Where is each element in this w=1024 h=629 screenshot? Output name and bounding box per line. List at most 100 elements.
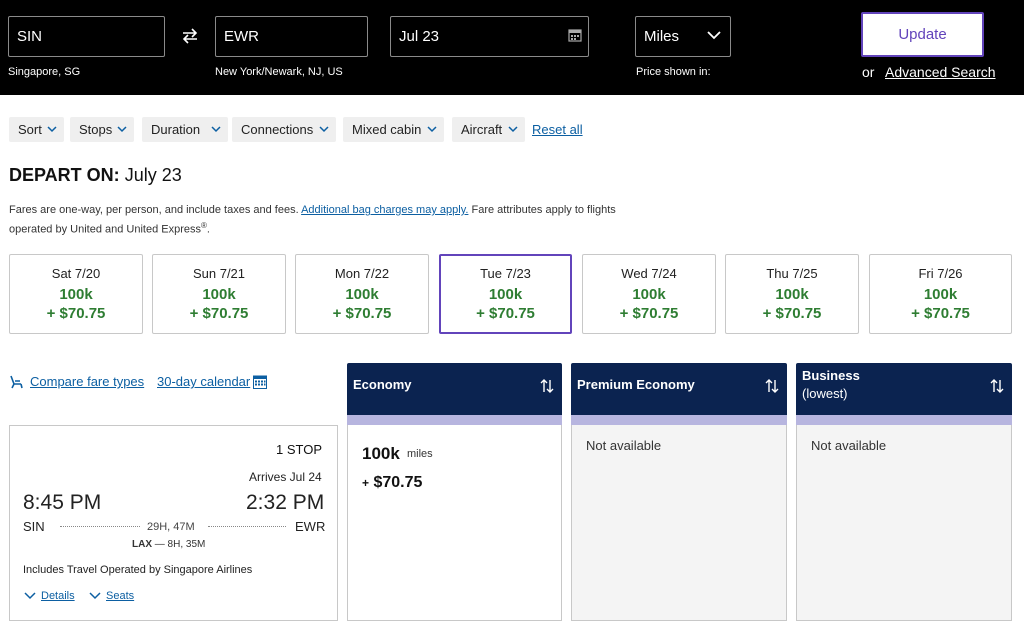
date-card-sun[interactable]: Sun 7/21 100k + $70.75 bbox=[152, 254, 286, 334]
date-tax: + $70.75 bbox=[619, 305, 679, 322]
origin-input[interactable]: SIN bbox=[8, 16, 165, 57]
filter-aircraft[interactable]: Aircraft bbox=[452, 117, 525, 142]
date-card-tue-selected[interactable]: Tue 7/23 100k + $70.75 bbox=[439, 254, 572, 334]
chevron-down-icon bbox=[707, 31, 721, 40]
business-sublabel: (lowest) bbox=[802, 386, 848, 401]
date-input[interactable]: Jul 23 bbox=[390, 16, 589, 57]
arrive-time: 2:32 PM bbox=[246, 491, 325, 514]
chevron-down-icon bbox=[508, 126, 518, 133]
date-tax: + $70.75 bbox=[911, 305, 970, 322]
flight-card bbox=[9, 425, 338, 621]
sort-icon[interactable] bbox=[765, 378, 779, 394]
business-label: Business bbox=[802, 368, 860, 383]
filter-sort[interactable]: Sort bbox=[9, 117, 64, 142]
economy-miles: 100k bbox=[362, 444, 400, 463]
filter-connections[interactable]: Connections bbox=[232, 117, 336, 142]
bag-charges-link[interactable]: Additional bag charges may apply. bbox=[301, 204, 469, 216]
business-header[interactable]: Business (lowest) bbox=[796, 363, 1012, 415]
date-miles: 100k bbox=[632, 286, 666, 303]
sort-icon[interactable] bbox=[990, 378, 1004, 394]
premium-economy-band bbox=[571, 415, 787, 425]
filter-label: Stops bbox=[79, 122, 113, 137]
date-label: Thu 7/25 bbox=[766, 266, 818, 281]
date-tax: + $70.75 bbox=[762, 305, 822, 322]
details-link[interactable]: Details bbox=[41, 590, 75, 602]
or-label: or bbox=[862, 64, 875, 80]
price-shown-label: Price shown in: bbox=[636, 66, 711, 78]
operated-by: Includes Travel Operated by Singapore Ai… bbox=[23, 564, 253, 576]
filter-mixed-cabin[interactable]: Mixed cabin bbox=[343, 117, 444, 142]
date-card-thu[interactable]: Thu 7/25 100k + $70.75 bbox=[725, 254, 859, 334]
advanced-search-link[interactable]: Advanced Search bbox=[885, 64, 996, 80]
date-card-fri[interactable]: Fri 7/26 100k + $70.75 bbox=[869, 254, 1012, 334]
premium-economy-fare-cell bbox=[571, 425, 787, 621]
date-label: Fri 7/26 bbox=[918, 266, 963, 281]
filter-duration[interactable]: Duration bbox=[142, 117, 228, 142]
compare-fare-types-link[interactable]: Compare fare types bbox=[30, 374, 145, 389]
currency-select[interactable]: Miles bbox=[635, 16, 731, 57]
date-miles: 100k bbox=[202, 286, 236, 303]
sort-icon[interactable] bbox=[540, 378, 554, 394]
depart-time: 8:45 PM bbox=[23, 491, 102, 514]
date-label: Tue 7/23 bbox=[480, 266, 531, 281]
calendar-grid-icon[interactable] bbox=[253, 375, 267, 389]
premium-economy-status: Not available bbox=[586, 438, 662, 453]
destination-input[interactable]: EWR bbox=[215, 16, 368, 57]
business-band bbox=[796, 415, 1012, 425]
premium-economy-header[interactable]: Premium Economy bbox=[571, 363, 787, 415]
chevron-down-icon bbox=[211, 126, 221, 133]
swap-icon[interactable] bbox=[180, 26, 200, 46]
date-tax: + $70.75 bbox=[476, 305, 535, 322]
reset-all-link[interactable]: Reset all bbox=[532, 122, 583, 137]
seat-icon bbox=[10, 375, 23, 389]
route-line-right bbox=[208, 526, 286, 527]
depart-prefix: DEPART ON: bbox=[9, 165, 120, 185]
route-line-left bbox=[60, 526, 140, 527]
filter-stops[interactable]: Stops bbox=[70, 117, 134, 142]
chevron-down-icon bbox=[47, 126, 57, 133]
date-label: Mon 7/22 bbox=[334, 266, 390, 281]
destination-value: EWR bbox=[224, 28, 259, 45]
filter-label: Sort bbox=[18, 122, 42, 137]
economy-fare-cell[interactable] bbox=[347, 425, 562, 621]
chevron-down-icon bbox=[89, 592, 101, 600]
economy-miles-unit: miles bbox=[407, 448, 433, 460]
disclaimer-text: Fares are one-way, per person, and inclu… bbox=[9, 204, 299, 216]
filter-label: Aircraft bbox=[461, 122, 503, 137]
date-value: Jul 23 bbox=[399, 28, 440, 45]
origin-city: Singapore, SG bbox=[8, 66, 81, 78]
arrives-date: Arrives Jul 24 bbox=[249, 470, 322, 484]
date-card-sat[interactable]: Sat 7/20 100k + $70.75 bbox=[9, 254, 143, 334]
currency-value: Miles bbox=[644, 28, 680, 45]
registered-mark: ® bbox=[201, 221, 207, 230]
flight-duration: 29H, 47M bbox=[147, 521, 195, 533]
date-miles: 100k bbox=[345, 286, 379, 303]
chevron-down-icon bbox=[117, 126, 127, 133]
date-card-mon[interactable]: Mon 7/22 100k + $70.75 bbox=[295, 254, 429, 334]
premium-economy-label: Premium Economy bbox=[577, 377, 695, 392]
seats-link[interactable]: Seats bbox=[106, 590, 135, 602]
date-label: Sat 7/20 bbox=[51, 266, 101, 281]
date-miles: 100k bbox=[488, 286, 523, 303]
depart-date: July 23 bbox=[124, 165, 182, 185]
date-card-wed[interactable]: Wed 7/24 100k + $70.75 bbox=[582, 254, 716, 334]
economy-fee: + $70.75 bbox=[362, 474, 422, 492]
filter-label: Mixed cabin bbox=[352, 122, 422, 137]
date-miles: 100k bbox=[775, 286, 809, 303]
layover-info: LAX — 8H, 35M bbox=[132, 539, 205, 550]
calendar-icon[interactable] bbox=[568, 28, 582, 42]
economy-band bbox=[347, 415, 562, 425]
economy-header[interactable]: Economy bbox=[347, 363, 562, 415]
chevron-down-icon bbox=[427, 126, 437, 133]
destination-code: EWR bbox=[295, 519, 326, 534]
plus-sign: + bbox=[362, 476, 370, 490]
destination-city: New York/Newark, NJ, US bbox=[215, 66, 343, 78]
calendar-30-day-link[interactable]: 30-day calendar bbox=[157, 374, 251, 389]
filter-label: Duration bbox=[151, 122, 201, 137]
business-fare-cell bbox=[796, 425, 1012, 621]
origin-code: SIN bbox=[23, 519, 45, 534]
layover-duration: — 8H, 35M bbox=[154, 539, 206, 550]
date-tax: + $70.75 bbox=[189, 305, 249, 322]
chevron-down-icon bbox=[24, 592, 36, 600]
update-button[interactable]: Update bbox=[861, 12, 984, 57]
